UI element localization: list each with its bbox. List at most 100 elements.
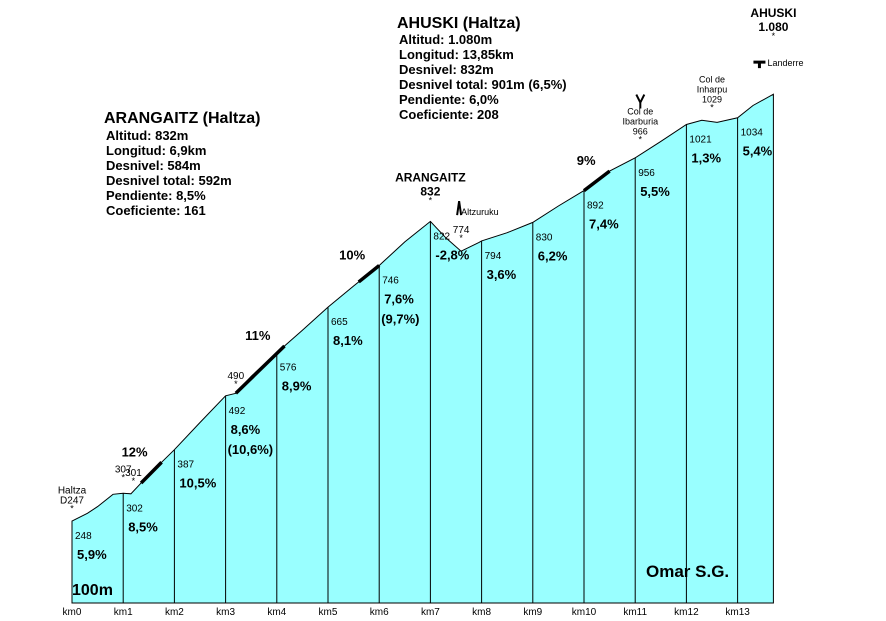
- steep-section-label: 10%: [339, 248, 365, 263]
- point-label: Inharpu: [697, 84, 728, 94]
- point-label: 301: [125, 468, 142, 479]
- arangaitz-title: ARANGAITZ (Haltza): [104, 110, 260, 127]
- x-tick-label: km11: [623, 607, 647, 618]
- arangaitz-stat-gradient: Pendiente: 8,5%: [106, 188, 206, 203]
- point-label: 307: [115, 465, 132, 476]
- point-label: Haltza: [58, 486, 87, 497]
- segment-gradient: 1,3%: [691, 150, 721, 165]
- point-label: 490: [227, 371, 244, 382]
- ahuski-stat-altitude: Altitud: 1.080m: [399, 32, 492, 47]
- x-tick-label: km0: [63, 607, 82, 618]
- arangaitz-stat-coefficient: Coeficiente: 161: [106, 203, 206, 218]
- ahuski-title: AHUSKI (Haltza): [397, 15, 521, 32]
- segment-gradient: 7,4%: [589, 217, 619, 232]
- segment-gradient: 5,5%: [640, 184, 670, 199]
- segment-gradient: 8,9%: [282, 379, 312, 394]
- segment-start-altitude: 492: [229, 406, 246, 417]
- x-tick-label: km5: [319, 607, 338, 618]
- steep-section-line: [582, 169, 611, 193]
- segment-gradient: 3,6%: [487, 267, 517, 282]
- x-tick-label: km13: [725, 607, 750, 618]
- segment-gradient: 8,6%: [231, 422, 261, 437]
- steep-section-line: [139, 461, 163, 485]
- segment-start-altitude: 794: [485, 251, 502, 262]
- segment-start-altitude: 830: [536, 232, 553, 243]
- segment-gradient: 7,6%: [384, 291, 414, 306]
- x-tick-label: km6: [370, 607, 389, 618]
- steep-section-line: [234, 344, 286, 395]
- arangaitz-stat-gain: Desnivel: 584m: [106, 158, 201, 173]
- steep-section-label: 11%: [245, 328, 271, 343]
- segment-start-altitude: 387: [177, 460, 194, 471]
- segment-gradient: 5,9%: [77, 547, 107, 562]
- steep-section-line: [357, 264, 381, 284]
- x-tick-label: km12: [674, 607, 699, 618]
- segment-start-altitude: 892: [587, 201, 604, 212]
- point-marker: *: [459, 233, 463, 243]
- point-label: Col de: [699, 74, 725, 84]
- point-marker: *: [121, 473, 125, 483]
- ahuski-stat-gain: Desnivel: 832m: [399, 62, 494, 77]
- junction-icon: [456, 201, 463, 216]
- point-label: D247: [60, 496, 84, 507]
- x-tick-label: km4: [267, 607, 286, 618]
- segment-start-altitude: 956: [638, 168, 655, 179]
- segment-gradient: 8,1%: [333, 333, 363, 348]
- segment-gradient: 8,5%: [128, 519, 158, 534]
- point-label: 832: [420, 184, 440, 198]
- junction-label: Landerre: [767, 58, 803, 68]
- arangaitz-stat-length: Longitud: 6,9km: [106, 143, 206, 158]
- segment-start-altitude: 665: [331, 317, 348, 328]
- segment-start-altitude: 746: [382, 275, 399, 286]
- ahuski-stat-length: Longitud: 13,85km: [399, 47, 514, 62]
- point-label: Col de: [627, 107, 653, 117]
- arangaitz-stat-altitude: Altitud: 832m: [106, 128, 188, 143]
- arangaitz-stat-total-gain: Desnivel total: 592m: [106, 173, 232, 188]
- steep-section-label: 12%: [122, 444, 148, 459]
- x-tick-label: km1: [114, 607, 133, 618]
- point-label: AHUSKI: [750, 6, 796, 20]
- point-marker: *: [429, 195, 433, 205]
- segment-gradient: 5,4%: [743, 144, 773, 159]
- steep-section-label: 9%: [577, 153, 596, 168]
- segment-start-altitude: 822: [433, 231, 450, 242]
- profile-area: [71, 93, 774, 604]
- x-tick-label: km2: [165, 607, 184, 618]
- x-tick-label: km10: [572, 607, 597, 618]
- point-marker: *: [234, 379, 238, 389]
- segment-start-altitude: 576: [280, 363, 297, 374]
- segment-start-altitude: 248: [75, 531, 92, 542]
- point-marker: *: [710, 102, 714, 112]
- point-marker: *: [639, 135, 643, 145]
- junction-label: Altzuruku: [461, 207, 499, 217]
- segment-start-altitude: 1034: [741, 128, 764, 139]
- ahuski-stat-total-gain: Desnivel total: 901m (6,5%): [399, 77, 567, 92]
- point-label: 1029: [702, 94, 722, 104]
- point-label: 1.080: [758, 20, 788, 34]
- point-label: 774: [453, 225, 470, 236]
- point-marker: *: [70, 504, 74, 514]
- segment-gradient: 6,2%: [538, 248, 568, 263]
- ahuski-stat-gradient: Pendiente: 6,0%: [399, 92, 499, 107]
- junction-icon: [753, 60, 766, 69]
- point-label: Ibarburia: [623, 117, 659, 127]
- x-tick-label: km7: [421, 607, 440, 618]
- segment-start-altitude: 302: [126, 503, 143, 514]
- segment-max-gradient: (10,6%): [228, 442, 274, 457]
- point-marker: *: [132, 476, 136, 486]
- scale-label: 100m: [72, 582, 113, 599]
- point-label: 966: [633, 127, 648, 137]
- x-tick-label: km9: [523, 607, 542, 618]
- junction-icon: [635, 94, 646, 109]
- segment-gradient: -2,8%: [435, 247, 469, 262]
- point-label: ARANGAITZ: [395, 170, 466, 184]
- ahuski-stat-coefficient: Coeficiente: 208: [399, 107, 499, 122]
- segment-max-gradient: (9,7%): [381, 311, 419, 326]
- x-tick-label: km8: [472, 607, 491, 618]
- segment-gradient: 10,5%: [179, 476, 216, 491]
- x-tick-label: km3: [216, 607, 235, 618]
- point-marker: *: [772, 31, 776, 41]
- author-credit: Omar S.G.: [646, 562, 729, 581]
- segment-start-altitude: 1021: [689, 134, 712, 145]
